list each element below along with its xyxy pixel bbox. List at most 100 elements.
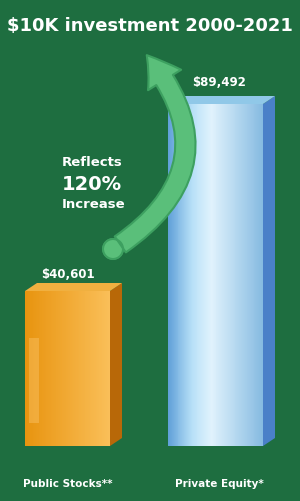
- Bar: [249, 105, 250, 446]
- Bar: [220, 105, 221, 446]
- Bar: [86, 292, 87, 446]
- Bar: [62, 292, 63, 446]
- Bar: [42, 292, 43, 446]
- Bar: [41, 292, 42, 446]
- Bar: [214, 105, 215, 446]
- Bar: [65, 292, 66, 446]
- Bar: [250, 105, 251, 446]
- Bar: [178, 105, 179, 446]
- Bar: [211, 105, 212, 446]
- Bar: [240, 105, 241, 446]
- Bar: [50, 292, 51, 446]
- Bar: [33, 292, 34, 446]
- Bar: [83, 292, 84, 446]
- Bar: [47, 292, 48, 446]
- Bar: [90, 292, 91, 446]
- Bar: [210, 105, 211, 446]
- Bar: [223, 105, 224, 446]
- Bar: [43, 292, 44, 446]
- Bar: [195, 105, 196, 446]
- Bar: [82, 292, 83, 446]
- Bar: [200, 105, 201, 446]
- Bar: [169, 105, 170, 446]
- Bar: [80, 292, 81, 446]
- Bar: [185, 105, 186, 446]
- Bar: [252, 105, 253, 446]
- Bar: [44, 292, 45, 446]
- Bar: [243, 105, 244, 446]
- Text: Public Stocks**: Public Stocks**: [23, 478, 112, 488]
- Bar: [231, 105, 232, 446]
- Bar: [87, 292, 88, 446]
- Bar: [253, 105, 254, 446]
- Bar: [238, 105, 239, 446]
- Bar: [218, 105, 219, 446]
- Text: Reflects: Reflects: [62, 155, 123, 168]
- Bar: [221, 105, 222, 446]
- Text: 120%: 120%: [62, 174, 122, 193]
- Bar: [74, 292, 75, 446]
- Bar: [236, 105, 237, 446]
- Bar: [63, 292, 64, 446]
- Bar: [25, 292, 26, 446]
- Bar: [246, 105, 247, 446]
- Bar: [52, 292, 53, 446]
- Bar: [170, 105, 171, 446]
- Text: $10K investment 2000-2021: $10K investment 2000-2021: [7, 17, 293, 35]
- Bar: [97, 292, 98, 446]
- Bar: [85, 292, 86, 446]
- Bar: [102, 292, 103, 446]
- Bar: [70, 292, 71, 446]
- Bar: [79, 292, 80, 446]
- Bar: [203, 105, 204, 446]
- Bar: [78, 292, 79, 446]
- Bar: [77, 292, 78, 446]
- Bar: [107, 292, 108, 446]
- Bar: [229, 105, 230, 446]
- Bar: [172, 105, 173, 446]
- Bar: [30, 292, 31, 446]
- Bar: [174, 105, 175, 446]
- Bar: [257, 105, 258, 446]
- Bar: [56, 292, 57, 446]
- Bar: [49, 292, 50, 446]
- Bar: [186, 105, 187, 446]
- Bar: [232, 105, 234, 446]
- Bar: [92, 292, 93, 446]
- Bar: [256, 105, 257, 446]
- Bar: [259, 105, 260, 446]
- Bar: [171, 105, 172, 446]
- Bar: [45, 292, 46, 446]
- Bar: [84, 292, 85, 446]
- Bar: [88, 292, 89, 446]
- Polygon shape: [25, 284, 122, 292]
- Bar: [193, 105, 194, 446]
- Bar: [37, 292, 38, 446]
- Bar: [207, 105, 208, 446]
- Bar: [109, 292, 110, 446]
- Bar: [81, 292, 82, 446]
- Circle shape: [103, 239, 123, 260]
- Bar: [108, 292, 109, 446]
- Bar: [180, 105, 181, 446]
- Bar: [175, 105, 176, 446]
- Bar: [230, 105, 231, 446]
- Bar: [173, 105, 174, 446]
- Polygon shape: [263, 97, 275, 446]
- Bar: [64, 292, 65, 446]
- Text: Private Equity*: Private Equity*: [175, 478, 264, 488]
- Bar: [202, 105, 203, 446]
- Bar: [48, 292, 49, 446]
- Bar: [95, 292, 96, 446]
- Bar: [100, 292, 101, 446]
- Bar: [184, 105, 185, 446]
- Bar: [34, 292, 35, 446]
- Bar: [46, 292, 47, 446]
- Bar: [105, 292, 106, 446]
- Bar: [53, 292, 54, 446]
- Bar: [91, 292, 92, 446]
- Text: Increase: Increase: [62, 197, 126, 210]
- Bar: [96, 292, 97, 446]
- Polygon shape: [168, 97, 275, 105]
- Bar: [239, 105, 240, 446]
